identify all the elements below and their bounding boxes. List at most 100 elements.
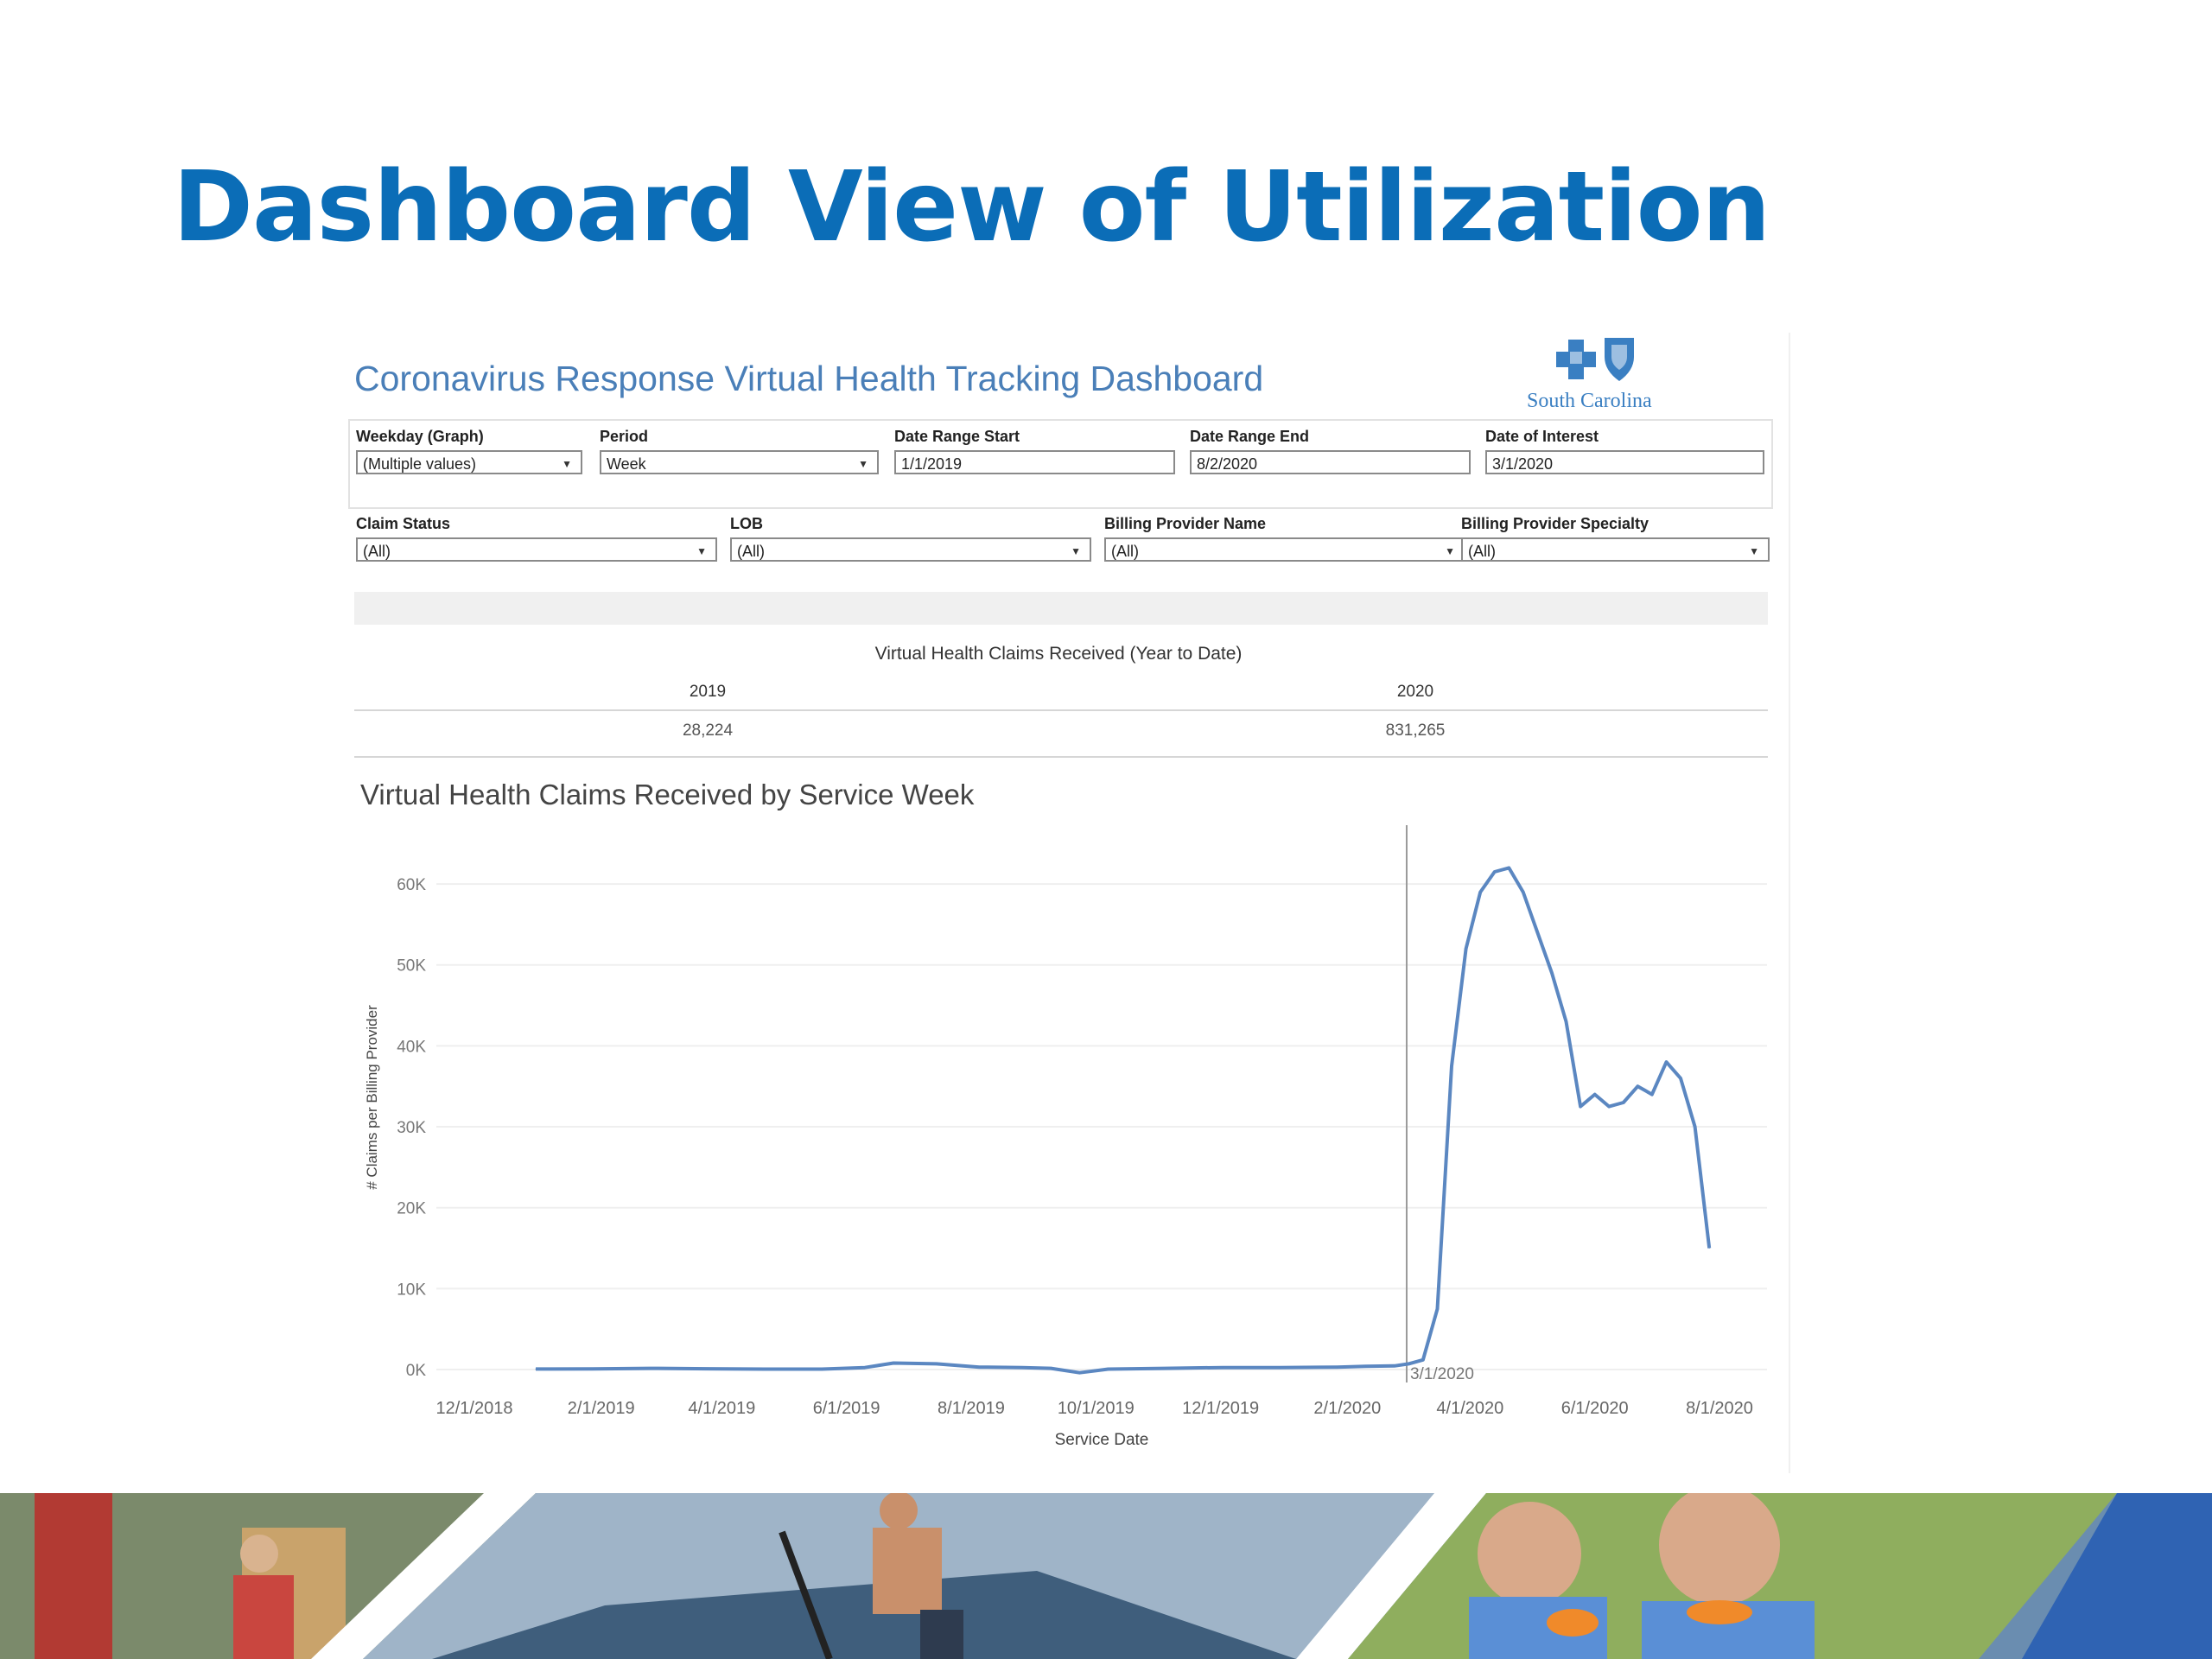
- x-tick-label: 4/1/2020: [1436, 1399, 1503, 1418]
- dropdown-value: (All): [1468, 543, 1496, 560]
- y-tick-label: 0K: [406, 1362, 427, 1380]
- data-point: [1580, 1106, 1581, 1108]
- chevron-down-icon: ▼: [1071, 545, 1081, 557]
- chevron-down-icon: ▼: [858, 458, 868, 470]
- x-tick-label: 6/1/2020: [1561, 1399, 1629, 1418]
- data-point: [1694, 1126, 1696, 1128]
- data-point: [864, 1367, 866, 1369]
- logo-text: South Carolina: [1527, 390, 1652, 412]
- filter-billing-provider-specialty: Billing Provider Specialty (All) ▼: [1461, 513, 1770, 562]
- data-point: [1222, 1367, 1224, 1369]
- date-range-start-input[interactable]: 1/1/2019: [894, 450, 1175, 474]
- divider: [354, 756, 1768, 758]
- data-point: [1437, 1308, 1438, 1310]
- dropdown-value: (Multiple values): [363, 455, 477, 473]
- y-tick-label: 60K: [397, 876, 426, 894]
- filter-claim-status: Claim Status (All) ▼: [356, 513, 717, 562]
- data-point: [764, 1369, 766, 1370]
- data-point: [1637, 1085, 1638, 1087]
- y-tick-label: 30K: [397, 1119, 426, 1137]
- filter-label: Period: [600, 428, 649, 445]
- bcbs-logo: [1556, 338, 1634, 381]
- x-tick-label: 2/1/2019: [568, 1399, 635, 1418]
- data-point: [1108, 1369, 1109, 1370]
- data-point: [1365, 1365, 1367, 1367]
- shield-icon: [1605, 338, 1634, 381]
- filter-label: Date Range End: [1190, 428, 1310, 445]
- period-dropdown[interactable]: Week ▼: [600, 450, 879, 474]
- data-point: [1465, 948, 1467, 950]
- paddleboard-photo: [363, 1493, 1434, 1659]
- date-range-end-input[interactable]: 8/2/2020: [1190, 450, 1471, 474]
- data-point: [1666, 1061, 1667, 1063]
- x-tick-label: 6/1/2019: [813, 1399, 880, 1418]
- accent-corner: [2022, 1493, 2212, 1659]
- cross-icon: [1556, 340, 1596, 379]
- y-axis-title: # Claims per Billing Provider: [364, 1005, 380, 1190]
- y-tick-label: 10K: [397, 1281, 426, 1299]
- claim-status-dropdown[interactable]: (All) ▼: [356, 537, 717, 562]
- data-point: [1479, 892, 1481, 893]
- data-point: [1078, 1372, 1080, 1374]
- filter-row-primary: [348, 419, 1773, 509]
- data-point: [707, 1368, 709, 1370]
- filter-date-range-end: Date Range End 8/2/2020: [1190, 426, 1471, 474]
- x-tick-label: 8/1/2020: [1686, 1399, 1753, 1418]
- data-point: [1422, 1359, 1424, 1361]
- data-point: [1551, 972, 1553, 974]
- data-point: [1165, 1368, 1166, 1370]
- weekday-dropdown[interactable]: (Multiple values) ▼: [356, 450, 582, 474]
- dropdown-value: (All): [1111, 543, 1139, 560]
- photo-divider: [1296, 1493, 1486, 1659]
- chevron-down-icon: ▼: [1445, 545, 1455, 557]
- filter-label: Claim Status: [356, 515, 451, 532]
- lob-dropdown[interactable]: (All) ▼: [730, 537, 1091, 562]
- children-photo: [1348, 1493, 2117, 1659]
- spacer-band: [354, 592, 1768, 625]
- line-chart: 0K 10K 20K 30K 40K 50K 60K 12/1/2018 2/1/2019 4/1…: [364, 825, 1767, 1449]
- data-point: [1536, 931, 1538, 933]
- data-point: [936, 1363, 938, 1364]
- x-axis-title: Service Date: [1055, 1431, 1149, 1449]
- filter-period: Period Week ▼: [600, 426, 879, 474]
- filter-label: Weekday (Graph): [356, 428, 484, 445]
- filter-label: Billing Provider Name: [1104, 515, 1267, 532]
- filter-label: LOB: [730, 515, 763, 532]
- data-point: [592, 1368, 594, 1370]
- data-point: [1021, 1367, 1023, 1369]
- filter-label: Billing Provider Specialty: [1461, 515, 1649, 532]
- filter-lob: LOB (All) ▼: [730, 513, 1091, 562]
- billing-provider-specialty-dropdown[interactable]: (All) ▼: [1461, 537, 1770, 562]
- data-point: [1337, 1366, 1338, 1368]
- data-point: [1408, 1363, 1409, 1364]
- data-point: [1050, 1368, 1052, 1370]
- y-tick-label: 20K: [397, 1200, 426, 1218]
- data-point: [1279, 1367, 1281, 1369]
- x-tick-label: 2/1/2020: [1313, 1399, 1381, 1418]
- ytd-table-title: Virtual Health Claims Received (Year to …: [874, 644, 1243, 664]
- data-point: [535, 1368, 537, 1370]
- chevron-down-icon: ▼: [696, 545, 707, 557]
- filter-date-range-start: Date Range Start 1/1/2019: [894, 426, 1175, 474]
- data-point: [1708, 1248, 1710, 1249]
- data-point: [1608, 1106, 1610, 1108]
- data-point: [1651, 1094, 1653, 1096]
- data-point: [1494, 871, 1496, 873]
- ytd-header-2019: 2019: [689, 683, 727, 701]
- dashboard-panel: Coronavirus Response Virtual Health Trac…: [341, 333, 1790, 1473]
- x-tick-label: 12/1/2018: [436, 1399, 513, 1418]
- ytd-header-2020: 2020: [1396, 683, 1434, 701]
- photo-banner: [0, 1493, 2212, 1659]
- billing-provider-name-dropdown[interactable]: (All) ▼: [1104, 537, 1465, 562]
- data-point: [1394, 1365, 1395, 1367]
- slide-title: Dashboard View of Utilization: [173, 151, 1770, 264]
- divider: [354, 709, 1768, 711]
- x-tick-label: 8/1/2019: [938, 1399, 1005, 1418]
- dropdown-value: (All): [363, 543, 391, 560]
- dropdown-value: (All): [737, 543, 765, 560]
- filter-label: Date Range Start: [894, 428, 1020, 445]
- date-of-interest-input[interactable]: 3/1/2020: [1485, 450, 1764, 474]
- data-point: [650, 1368, 651, 1370]
- photo-divider: [311, 1493, 536, 1659]
- y-tick-label: 50K: [397, 957, 426, 976]
